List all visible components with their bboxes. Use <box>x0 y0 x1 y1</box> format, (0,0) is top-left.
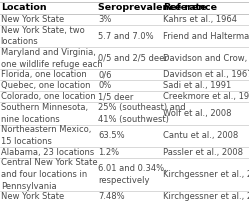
Text: Cantu et al., 2008: Cantu et al., 2008 <box>163 131 238 140</box>
Text: Alabama, 23 locations: Alabama, 23 locations <box>1 148 94 157</box>
Text: New York State: New York State <box>1 192 64 201</box>
Text: 63.5%: 63.5% <box>98 131 125 140</box>
Text: 5.7 and 7.0%: 5.7 and 7.0% <box>98 32 154 41</box>
Text: 3%: 3% <box>98 15 112 24</box>
Text: 0/5 and 2/5 deer: 0/5 and 2/5 deer <box>98 54 168 63</box>
Text: Reference: Reference <box>163 3 217 12</box>
Text: Creekmore et al., 1999: Creekmore et al., 1999 <box>163 92 249 101</box>
Text: 1/5 deer: 1/5 deer <box>98 92 134 101</box>
Text: 7.48%: 7.48% <box>98 192 125 201</box>
Text: Northeastern Mexico,
15 locations: Northeastern Mexico, 15 locations <box>1 125 91 146</box>
Text: Davidson et al., 1967: Davidson et al., 1967 <box>163 70 249 79</box>
Text: 0/6: 0/6 <box>98 70 112 79</box>
Text: Passler et al., 2008: Passler et al., 2008 <box>163 148 243 157</box>
Text: Davidson and Crow, 1983: Davidson and Crow, 1983 <box>163 54 249 63</box>
Text: Colorado, one location: Colorado, one location <box>1 92 95 101</box>
Text: New York State, two
locations: New York State, two locations <box>1 26 84 46</box>
Text: Kirchgessner et al., 2012: Kirchgessner et al., 2012 <box>163 170 249 179</box>
Text: Kahrs et al., 1964: Kahrs et al., 1964 <box>163 15 237 24</box>
Text: 6.01 and 0.34%,
respectively: 6.01 and 0.34%, respectively <box>98 164 167 185</box>
Text: 25% (southeast) and
41% (southwest): 25% (southeast) and 41% (southwest) <box>98 103 186 124</box>
Text: 1.2%: 1.2% <box>98 148 120 157</box>
Text: Seroprevalence rate: Seroprevalence rate <box>98 3 207 12</box>
Text: 0%: 0% <box>98 81 112 90</box>
Text: Location: Location <box>1 3 46 12</box>
Text: Quebec, one location: Quebec, one location <box>1 81 90 90</box>
Text: Maryland and Virginia,
one wildlife refuge each: Maryland and Virginia, one wildlife refu… <box>1 48 102 68</box>
Text: New York State: New York State <box>1 15 64 24</box>
Text: Central New York State
and four locations in
Pennsylvania: Central New York State and four location… <box>1 158 97 191</box>
Text: Sadi et al., 1991: Sadi et al., 1991 <box>163 81 231 90</box>
Text: Friend and Halterman, 1967: Friend and Halterman, 1967 <box>163 32 249 41</box>
Text: Southern Minnesota,
nine locations: Southern Minnesota, nine locations <box>1 103 88 124</box>
Text: Florida, one location: Florida, one location <box>1 70 86 79</box>
Text: Kirchgessner et al., 2013: Kirchgessner et al., 2013 <box>163 192 249 201</box>
Text: Wolf et al., 2008: Wolf et al., 2008 <box>163 109 232 118</box>
